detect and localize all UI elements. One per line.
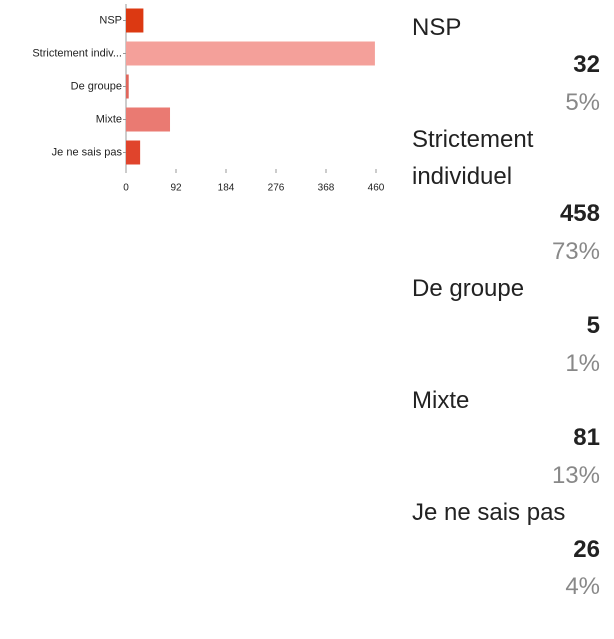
count: 458 (559, 200, 600, 228)
x-tick-label: 0 (123, 183, 129, 194)
x-tick-label: 276 (268, 183, 285, 194)
bar (126, 41, 375, 66)
chart: 0 92 184 276 368 460 NSP Strictement indiv... De… (32, 4, 385, 194)
share: 5% (565, 88, 600, 116)
share: 73% (551, 237, 600, 265)
count: 81 (573, 424, 600, 452)
count: 32 (573, 51, 600, 79)
x-tick-label: 92 (170, 183, 182, 194)
legend-table: NSP 32 5% Strictement individuel 458 73% De gr… (412, 9, 600, 606)
legend-label: Mixte (412, 386, 470, 414)
bar (126, 8, 144, 33)
bar (126, 74, 129, 99)
count: 26 (573, 536, 600, 564)
count: 5 (586, 312, 600, 340)
legend-label: De groupe (412, 275, 525, 303)
share: 1% (565, 349, 600, 377)
legend-label: Strictement individuel (412, 125, 534, 191)
x-tick-label: 460 (368, 183, 385, 194)
legend-label: Je ne sais pas (412, 498, 566, 526)
bar (126, 140, 141, 165)
legend-label: NSP (412, 14, 462, 41)
share: 4% (565, 573, 600, 601)
y-tick-label: Je ne sais pas (52, 146, 123, 158)
y-tick-label: Strictement indiv... (32, 47, 122, 59)
bar (126, 107, 171, 132)
y-tick-label: De groupe (71, 80, 122, 92)
y-tick-label: Mixte (96, 113, 122, 125)
y-tick-label: NSP (99, 14, 122, 26)
x-tick-label: 184 (218, 183, 235, 194)
x-tick-label: 368 (318, 183, 335, 194)
share: 13% (551, 461, 600, 489)
